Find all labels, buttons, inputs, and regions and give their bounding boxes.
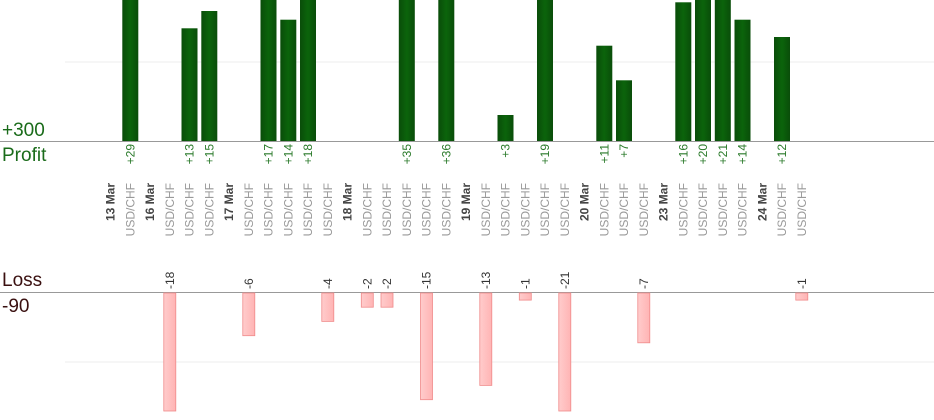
profit-value-label: +17 — [262, 144, 276, 165]
profit-bar — [201, 11, 218, 141]
symbol-label: USD/CHF — [439, 183, 453, 236]
profit-bar — [497, 115, 514, 141]
date-label: 18 Mar — [341, 183, 355, 221]
profit-bar — [774, 37, 790, 141]
profit-value-label: +15 — [202, 144, 216, 165]
symbol-label: USD/CHF — [597, 183, 611, 236]
symbol-label: USD/CHF — [301, 183, 315, 236]
profit-bar — [616, 80, 632, 141]
loss-value-label: -2 — [360, 278, 374, 289]
profit-bar — [181, 28, 198, 141]
symbol-label: USD/CHF — [558, 183, 572, 236]
loss-bar — [637, 292, 651, 344]
profit-value-label: +35 — [400, 144, 414, 165]
profit-value-label: +14 — [281, 144, 295, 165]
loss-value-label: -2 — [380, 278, 394, 289]
loss-bar — [795, 292, 809, 301]
loss-value-label: -6 — [242, 278, 256, 289]
date-label: 20 Mar — [578, 183, 592, 221]
symbol-label: USD/CHF — [775, 183, 789, 236]
symbol-label: USD/CHF — [321, 183, 335, 236]
loss-value-label: -13 — [479, 271, 493, 289]
profit-value-label: +7 — [617, 144, 631, 158]
date-label: 17 Mar — [222, 183, 236, 221]
loss-bar — [360, 292, 374, 308]
profit-bar — [280, 19, 297, 142]
symbol-label: USD/CHF — [676, 183, 690, 236]
symbol-label: USD/CHF — [420, 183, 434, 236]
loss-value-label: -1 — [518, 278, 532, 289]
date-label: 16 Mar — [143, 183, 157, 221]
profit-bar — [596, 45, 613, 142]
symbol-label: USD/CHF — [123, 183, 137, 236]
profit-value-label: +19 — [538, 144, 552, 165]
loss-bar — [420, 292, 433, 401]
profit-value-label: +21 — [716, 144, 730, 165]
loss-value-label: -1 — [795, 278, 809, 289]
bars-layer — [122, 0, 809, 412]
symbol-label: USD/CHF — [617, 183, 631, 236]
loss-value-label: -4 — [321, 278, 335, 289]
profit-value-label: +29 — [123, 144, 137, 165]
profit-bar — [438, 0, 455, 141]
profit-bar — [537, 0, 553, 141]
profit-word-label: Profit — [2, 145, 47, 166]
symbol-label: USD/CHF — [163, 183, 177, 236]
profit-bar — [675, 2, 692, 141]
profit-value-label: +14 — [736, 144, 750, 165]
profit-bar — [122, 0, 139, 141]
symbol-label: USD/CHF — [380, 183, 394, 236]
symbol-label: USD/CHF — [696, 183, 710, 236]
loss-bar — [558, 292, 572, 412]
symbol-label: USD/CHF — [262, 183, 276, 236]
profit-bar — [695, 0, 711, 141]
symbol-label: USD/CHF — [637, 183, 651, 236]
loss-bar — [242, 292, 256, 337]
loss-value-label: -15 — [420, 271, 434, 289]
symbol-label: USD/CHF — [281, 183, 295, 236]
symbol-label: USD/CHF — [499, 183, 513, 236]
symbol-label: USD/CHF — [795, 183, 809, 236]
date-label: 23 Mar — [657, 183, 671, 221]
symbol-label: USD/CHF — [202, 183, 216, 236]
profit-bar — [714, 0, 731, 141]
date-label: 19 Mar — [459, 183, 473, 221]
profit-value-label: +13 — [183, 144, 197, 165]
loss-word-label: Loss — [2, 270, 43, 291]
profit-value-label: +12 — [775, 144, 789, 165]
symbol-label: USD/CHF — [716, 183, 730, 236]
symbol-label: USD/CHF — [360, 183, 374, 236]
profit-value-label: +11 — [597, 144, 611, 164]
symbol-label: USD/CHF — [538, 183, 552, 236]
loss-value-label: -18 — [163, 271, 177, 289]
profit-value-label: +20 — [696, 144, 710, 165]
loss-bar — [321, 292, 335, 322]
date-label: 24 Mar — [755, 183, 769, 221]
profit-bar — [300, 0, 316, 141]
symbol-label: USD/CHF — [518, 183, 532, 236]
profit-value-label: +36 — [439, 144, 453, 165]
symbol-label: USD/CHF — [479, 183, 493, 236]
profit-max-label: +300 — [2, 120, 45, 141]
loss-value-label: -7 — [637, 278, 651, 289]
profit-bar — [398, 0, 415, 141]
loss-bar — [518, 292, 532, 301]
profit-value-label: +16 — [676, 144, 690, 165]
date-label: 13 Mar — [104, 183, 118, 221]
symbol-label: USD/CHF — [183, 183, 197, 236]
loss-max-label: -90 — [2, 296, 30, 317]
symbol-label: USD/CHF — [400, 183, 414, 236]
labels-layer: 13 Mar USD/CHF +29 16 Mar USD/CHF -18 USD/CHF +… — [104, 144, 809, 289]
profit-value-label: +18 — [301, 144, 315, 165]
loss-bar — [380, 292, 394, 308]
profit-bar — [734, 19, 751, 142]
profit-value-label: +3 — [499, 144, 513, 158]
loss-value-label: -21 — [558, 271, 572, 289]
loss-bar — [163, 292, 177, 412]
loss-bar — [479, 292, 493, 386]
symbol-label: USD/CHF — [736, 183, 750, 236]
profit-bar — [260, 0, 277, 141]
symbol-label: USD/CHF — [242, 183, 256, 236]
